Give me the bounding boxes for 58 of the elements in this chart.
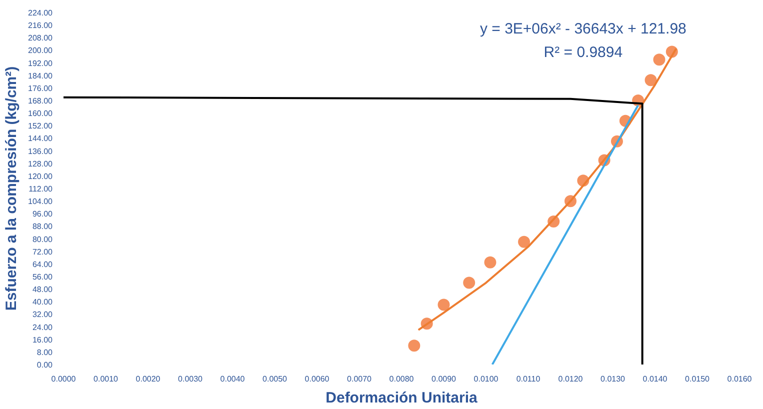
annotation: y = 3E+06x² - 36643x + 121.98 xyxy=(480,20,686,38)
x-tick-label: 0.0040 xyxy=(220,374,246,384)
y-tick-label: 184.00 xyxy=(28,71,54,80)
x-tick-label: 0.0010 xyxy=(94,374,119,384)
y-tick-label: 120.00 xyxy=(28,172,54,181)
y-tick-label: 40.00 xyxy=(32,298,54,307)
y-tick-label: 136.00 xyxy=(28,146,54,156)
x-tick-label: 0.0110 xyxy=(516,374,541,384)
point xyxy=(484,256,496,268)
point xyxy=(653,54,666,66)
point xyxy=(408,340,420,352)
y-tick-label: 192.00 xyxy=(28,58,54,68)
y-tick-label: 144.00 xyxy=(28,134,54,144)
x-tick-label: 0.0020 xyxy=(136,374,161,384)
y-tick-label: 56.00 xyxy=(32,272,54,282)
point xyxy=(644,74,657,86)
x-tick-label: 0.0130 xyxy=(600,374,626,384)
y-axis-title: Esfuerzo a la compresión (kg/cm²) xyxy=(3,66,20,311)
y-tick-label: 96.00 xyxy=(32,210,54,219)
y-tick-label: 64.00 xyxy=(32,260,54,269)
x-tick-label: 0.0050 xyxy=(262,374,288,384)
x-axis-title: Deformación Unitaria xyxy=(326,390,478,406)
y-tick-label: 200.00 xyxy=(28,46,54,56)
y-tick-label: 128.00 xyxy=(28,159,54,168)
y-tick-label: 176.00 xyxy=(28,84,54,93)
point xyxy=(518,236,530,248)
x-tick-label: 0.0160 xyxy=(727,374,752,384)
y-tick-label: 0.00 xyxy=(36,360,54,370)
x-tick-label: 0.0080 xyxy=(389,374,414,384)
x-tick-label: 0.0070 xyxy=(347,374,372,384)
x-tick-label: 0.0060 xyxy=(304,374,330,384)
y-tick-label: 80.00 xyxy=(32,234,54,244)
point xyxy=(438,298,450,311)
y-tick-label: 24.00 xyxy=(32,322,54,332)
y-tick-label: 16.00 xyxy=(32,335,54,344)
y-tick-label: 112.00 xyxy=(28,184,54,194)
y-tick-label: 48.00 xyxy=(32,285,54,294)
line-series xyxy=(64,96,644,364)
y-tick-label: 224.00 xyxy=(28,8,54,18)
x-tick-label: 0.0120 xyxy=(558,374,584,384)
x-tick-label: 0.0140 xyxy=(642,374,668,384)
x-tick-label: 0.0150 xyxy=(685,374,710,384)
y-tick-label: 32.00 xyxy=(32,310,54,320)
y-tick-label: 88.00 xyxy=(32,222,54,232)
x-tick-label: 0.0000 xyxy=(51,374,76,384)
y-tick-label: 160.00 xyxy=(28,109,54,118)
x-tick-label: 0.0090 xyxy=(432,374,457,384)
y-tick-label: 104.00 xyxy=(28,197,54,206)
y-tick-label: 152.00 xyxy=(28,122,54,131)
x-tick-label: 0.0100 xyxy=(474,374,499,384)
x-tick-label: 0.0030 xyxy=(178,374,204,384)
y-tick-label: 208.00 xyxy=(28,34,54,43)
y-tick-label: 72.00 xyxy=(32,247,54,256)
annotation: R² = 0.9894 xyxy=(544,44,623,62)
point xyxy=(463,276,476,289)
y-tick-label: 216.00 xyxy=(28,21,54,30)
y-tick-label: 168.00 xyxy=(28,96,54,106)
y-tick-label: 8.00 xyxy=(36,348,54,357)
